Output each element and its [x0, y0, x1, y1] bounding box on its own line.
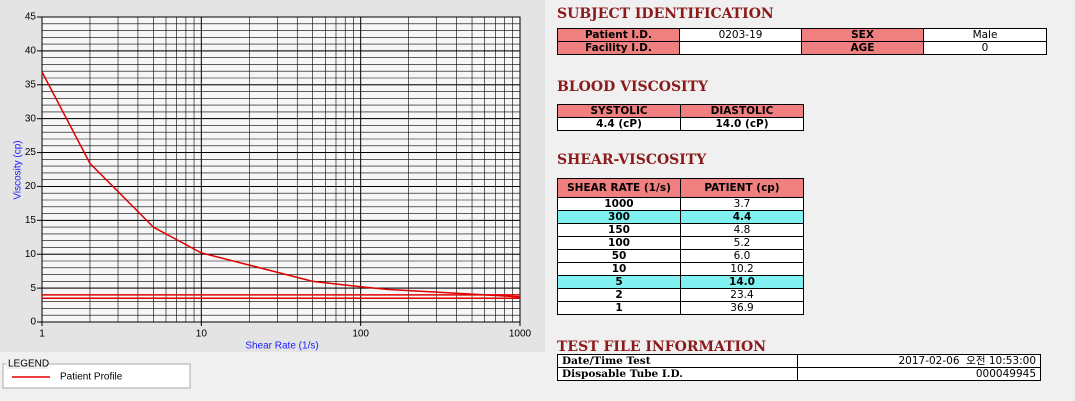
legend-title-bg	[6, 359, 48, 369]
y-tick-label: 10	[25, 249, 37, 260]
y-tick-label: 20	[25, 181, 37, 192]
cell: 1000	[557, 197, 681, 211]
field-value: 2017-02-06 오전 10:53:00	[797, 354, 1041, 368]
cell: 10	[557, 262, 681, 276]
section-title: TEST FILE INFORMATION	[557, 339, 767, 355]
plot-border	[41, 16, 521, 323]
row: 4.4 (cP) 14.0 (cP)	[557, 117, 804, 131]
legend-label: Patient Profile	[60, 372, 123, 383]
x-axis-label: Shear Rate (1/s)	[245, 341, 318, 352]
section-title: BLOOD VISCOSITY	[557, 79, 709, 95]
shear-table: SHEAR RATE (1/s) PATIENT (cp) 1000 3.7 300 4.…	[557, 178, 804, 315]
field-value	[679, 41, 802, 55]
testfile-table: Date/Time Test 2017-02-06 오전 10:53:00 Disp…	[557, 354, 1041, 381]
cell: 4.8	[680, 223, 804, 237]
cell: 36.9	[680, 301, 804, 315]
row: 2 23.4	[557, 288, 804, 302]
field-value: Male	[923, 28, 1047, 42]
field-label: AGE	[801, 41, 924, 55]
field-label: Facility I.D.	[557, 41, 680, 55]
header-cell: SHEAR RATE (1/s)	[557, 178, 681, 198]
row: 100 5.2	[557, 236, 804, 250]
cell: 1	[557, 301, 681, 315]
cell: 5	[557, 275, 681, 289]
cell: 300	[557, 210, 681, 224]
row: 5 14.0	[557, 275, 804, 289]
cell: 6.0	[680, 249, 804, 263]
series-line	[41, 71, 521, 298]
section-title: SHEAR-VISCOSITY	[557, 152, 707, 168]
row: 1000 3.7	[557, 197, 804, 211]
row: 50 6.0	[557, 249, 804, 263]
subject-table: Patient I.D. 0203-19 SEX Male Facility I.D. A…	[557, 28, 1047, 55]
field-value: 0	[923, 41, 1047, 55]
field-value: 0203-19	[679, 28, 802, 42]
field-label: Disposable Tube I.D.	[557, 367, 798, 381]
x-tick-label: 1000	[509, 329, 532, 340]
cell: 4.4	[680, 210, 804, 224]
header-row: SYSTOLIC DIASTOLIC	[557, 104, 804, 118]
legend-title: LEGEND	[8, 359, 49, 370]
header-cell: DIASTOLIC	[680, 104, 804, 118]
y-tick-label: 40	[25, 46, 37, 57]
cell: 100	[557, 236, 681, 250]
row: 1 36.9	[557, 301, 804, 315]
field-label: Patient I.D.	[557, 28, 680, 42]
header-row: SHEAR RATE (1/s) PATIENT (cp)	[557, 178, 804, 198]
field-value: 000049945	[797, 367, 1041, 381]
y-tick-label: 45	[25, 12, 37, 23]
cell: 5.2	[680, 236, 804, 250]
cell: 2	[557, 288, 681, 302]
cell: 150	[557, 223, 681, 237]
plot-area	[42, 17, 520, 322]
x-tick-label: 1	[39, 329, 45, 340]
row: 300 4.4	[557, 210, 804, 224]
y-tick-label: 35	[25, 79, 37, 90]
x-tick-label: 100	[352, 329, 369, 340]
row: Patient I.D. 0203-19 SEX Male	[557, 28, 1047, 42]
chart: Shear Rate (1/s) Viscosity (cp) LEGEND 0…	[0, 0, 545, 389]
value-cell: 4.4 (cP)	[557, 117, 681, 131]
field-label: Date/Time Test	[557, 354, 798, 368]
header-cell: PATIENT (cp)	[680, 178, 804, 198]
row: Disposable Tube I.D. 000049945	[557, 367, 1041, 381]
row: 10 10.2	[557, 262, 804, 276]
value-cell: 14.0 (cP)	[680, 117, 804, 131]
cell: 3.7	[680, 197, 804, 211]
cell: 23.4	[680, 288, 804, 302]
x-tick-label: 10	[196, 329, 208, 340]
y-tick-label: 30	[25, 113, 37, 124]
y-tick-label: 0	[30, 317, 36, 328]
y-axis-label: Viscosity (cp)	[13, 140, 24, 199]
header-cell: SYSTOLIC	[557, 104, 681, 118]
cell: 10.2	[680, 262, 804, 276]
cell: 14.0	[680, 275, 804, 289]
row: Facility I.D. AGE 0	[557, 41, 1047, 55]
row: 150 4.8	[557, 223, 804, 237]
row: Date/Time Test 2017-02-06 오전 10:53:00	[557, 354, 1041, 368]
y-tick-label: 25	[25, 147, 37, 158]
cell: 50	[557, 249, 681, 263]
section-title: SUBJECT IDENTIFICATION	[557, 6, 774, 22]
y-tick-label: 5	[30, 283, 36, 294]
field-label: SEX	[801, 28, 924, 42]
y-tick-label: 15	[25, 215, 37, 226]
blood-table: SYSTOLIC DIASTOLIC 4.4 (cP) 14.0 (cP)	[557, 104, 804, 131]
